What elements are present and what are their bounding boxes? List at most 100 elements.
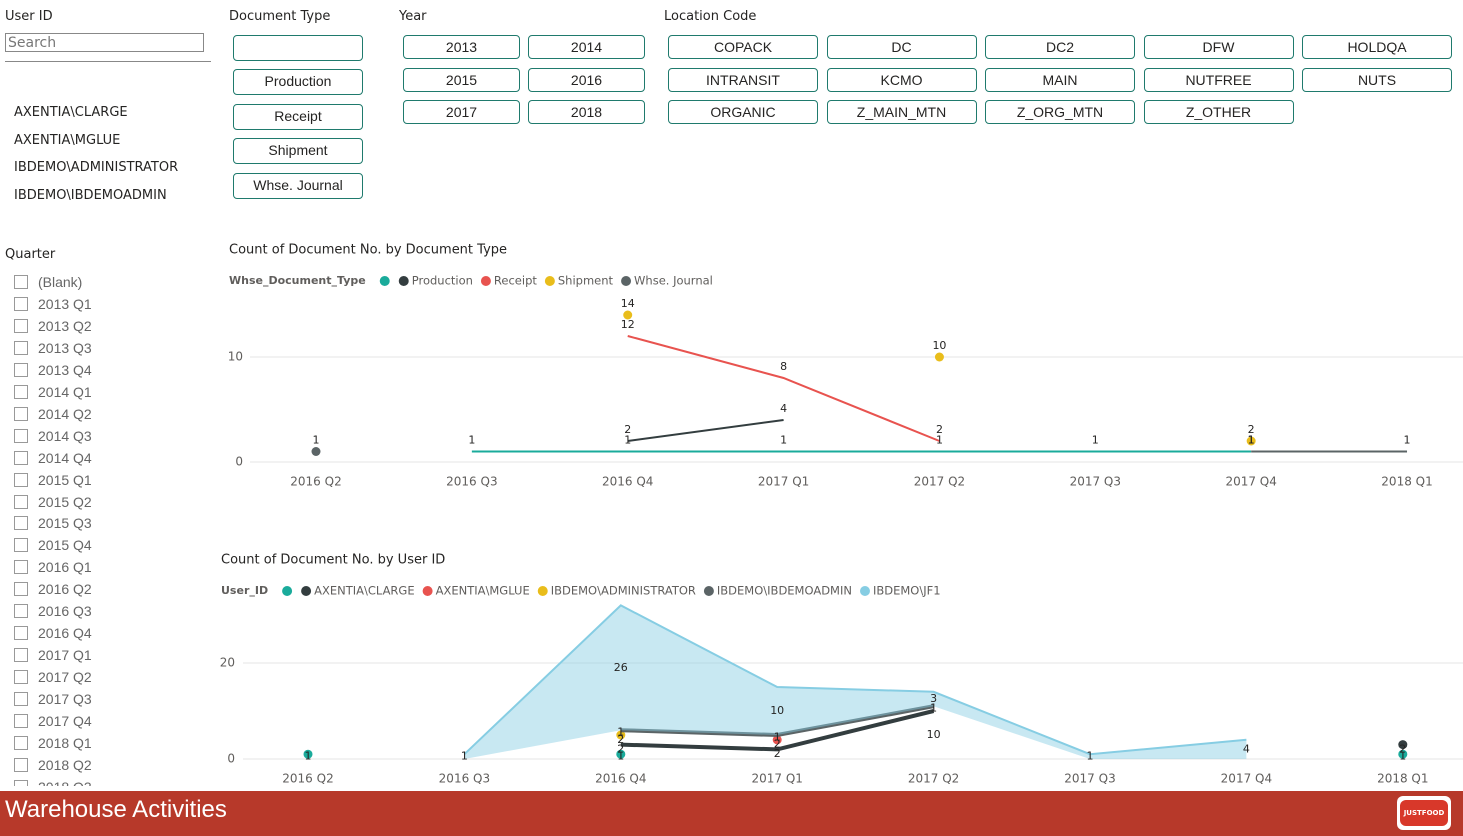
checkbox[interactable] xyxy=(14,275,28,289)
area-fill xyxy=(464,605,1247,759)
checkbox[interactable] xyxy=(14,779,28,786)
checkbox[interactable] xyxy=(14,362,28,377)
checkbox[interactable] xyxy=(14,604,28,619)
year-button[interactable]: 2015 xyxy=(403,67,520,92)
quarter-label: 2014 Q4 xyxy=(38,449,92,466)
checkbox[interactable] xyxy=(14,582,28,597)
checkbox[interactable] xyxy=(14,714,28,728)
checkbox[interactable] xyxy=(14,494,28,509)
legend-marker xyxy=(422,586,433,596)
location-button[interactable]: DFW xyxy=(1143,35,1294,59)
quarter-item[interactable]: 2017 Q1 xyxy=(14,647,92,663)
quarter-item[interactable]: 2015 Q3 xyxy=(14,515,92,531)
location-button[interactable]: KCMO xyxy=(826,67,977,92)
quarter-item[interactable]: 2013 Q1 xyxy=(14,296,92,312)
quarter-label: 2014 Q2 xyxy=(38,405,92,422)
checkbox[interactable] xyxy=(14,296,28,311)
checkbox[interactable] xyxy=(14,560,28,575)
doc-type-button[interactable]: Shipment xyxy=(233,138,363,164)
search-box[interactable]: Search xyxy=(5,33,204,52)
checkbox[interactable] xyxy=(14,538,28,553)
quarter-label: 2014 Q3 xyxy=(38,427,92,444)
checkbox[interactable] xyxy=(14,406,28,421)
user-item[interactable]: IBDEMO\IBDEMOADMIN xyxy=(14,188,167,204)
user-item[interactable]: IBDEMO\ADMINISTRATOR xyxy=(14,160,179,176)
quarter-label: 2015 Q3 xyxy=(38,515,92,532)
user-item[interactable]: AXENTIA\CLARGE xyxy=(14,105,128,120)
data-label: 1 xyxy=(1248,434,1255,447)
checkbox[interactable] xyxy=(14,735,28,750)
checkbox[interactable] xyxy=(14,340,28,355)
year-button[interactable]: 2016 xyxy=(528,67,645,92)
quarter-item[interactable]: 2014 Q3 xyxy=(14,428,92,444)
checkbox[interactable] xyxy=(14,450,28,465)
checkbox[interactable] xyxy=(14,670,28,685)
quarter-item[interactable]: (Blank) xyxy=(14,274,82,290)
data-label: 1 xyxy=(1404,434,1411,447)
quarter-item[interactable]: 2015 Q2 xyxy=(14,494,92,510)
checkbox[interactable] xyxy=(14,318,28,333)
quarter-item[interactable]: 2014 Q4 xyxy=(14,450,92,466)
checkbox[interactable] xyxy=(14,472,28,487)
location-button[interactable]: HOLDQA xyxy=(1302,35,1452,59)
location-button[interactable]: NUTFREE xyxy=(1143,67,1294,92)
location-button[interactable]: COPACK xyxy=(668,35,818,59)
location-button[interactable]: INTRANSIT xyxy=(668,67,818,92)
data-label: 10 xyxy=(932,339,946,352)
quarter-item[interactable]: 2018 Q1 xyxy=(14,735,92,751)
checkbox[interactable] xyxy=(14,428,28,443)
quarter-item[interactable]: 2016 Q3 xyxy=(14,603,92,619)
x-tick-label: 2017 Q2 xyxy=(908,772,959,786)
quarter-item[interactable]: 2018 Q3 xyxy=(14,779,92,786)
doc-type-button[interactable]: Whse. Journal xyxy=(233,172,363,199)
footer: Warehouse Activities JUSTFOOD xyxy=(0,791,1463,836)
slicer-label: Location Code xyxy=(664,9,757,24)
quarter-item[interactable]: 2017 Q2 xyxy=(14,669,92,685)
logo: JUSTFOOD xyxy=(1397,796,1451,830)
doc-type-button[interactable]: Receipt xyxy=(233,103,363,130)
checkbox[interactable] xyxy=(14,757,28,772)
year-button[interactable]: 2018 xyxy=(528,100,645,124)
location-button[interactable]: Z_MAIN_MTN xyxy=(826,100,977,124)
location-button[interactable]: MAIN xyxy=(985,67,1135,92)
location-button[interactable]: Z_OTHER xyxy=(1143,100,1294,124)
quarter-label: 2013 Q2 xyxy=(38,317,92,334)
quarter-label: 2013 Q4 xyxy=(38,361,92,378)
quarter-item[interactable]: 2013 Q3 xyxy=(14,340,92,356)
year-button[interactable]: 2013 xyxy=(403,35,520,59)
quarter-item[interactable]: 2017 Q3 xyxy=(14,691,92,707)
legend-label: Production xyxy=(412,274,473,288)
location-button[interactable]: DC2 xyxy=(985,35,1135,59)
legend-marker xyxy=(301,586,312,596)
quarter-item[interactable]: 2013 Q4 xyxy=(14,362,92,378)
year-button[interactable]: 2014 xyxy=(528,35,645,59)
checkbox[interactable] xyxy=(14,516,28,531)
checkbox[interactable] xyxy=(14,692,28,707)
blank-button[interactable] xyxy=(233,35,363,61)
data-point xyxy=(303,749,313,759)
quarter-item[interactable]: 2013 Q2 xyxy=(14,318,92,334)
quarter-item[interactable]: 2016 Q4 xyxy=(14,625,92,641)
quarter-label: 2015 Q2 xyxy=(38,493,92,510)
quarter-item[interactable]: 2015 Q1 xyxy=(14,472,92,488)
x-tick-label: 2017 Q2 xyxy=(914,475,965,489)
location-button[interactable]: NUTS xyxy=(1302,67,1452,92)
location-button[interactable]: DC xyxy=(826,35,977,59)
quarter-item[interactable]: 2014 Q2 xyxy=(14,406,92,422)
checkbox[interactable] xyxy=(14,384,28,399)
checkbox[interactable] xyxy=(14,648,28,663)
quarter-item[interactable]: 2016 Q1 xyxy=(14,559,92,575)
quarter-item[interactable]: 2017 Q4 xyxy=(14,713,92,729)
quarter-item[interactable]: 2014 Q1 xyxy=(14,384,92,400)
quarter-label: 2016 Q1 xyxy=(38,559,92,576)
location-button[interactable]: ORGANIC xyxy=(668,100,818,124)
quarter-item[interactable]: 2016 Q2 xyxy=(14,581,92,597)
doc-type-button[interactable]: Production xyxy=(233,69,363,95)
quarter-item[interactable]: 2015 Q4 xyxy=(14,537,92,553)
location-button[interactable]: Z_ORG_MTN xyxy=(985,100,1135,124)
user-item[interactable]: AXENTIA\MGLUE xyxy=(14,132,121,148)
series-line xyxy=(620,704,934,738)
quarter-item[interactable]: 2018 Q2 xyxy=(14,757,92,773)
year-button[interactable]: 2017 xyxy=(403,100,520,124)
checkbox[interactable] xyxy=(14,626,28,641)
